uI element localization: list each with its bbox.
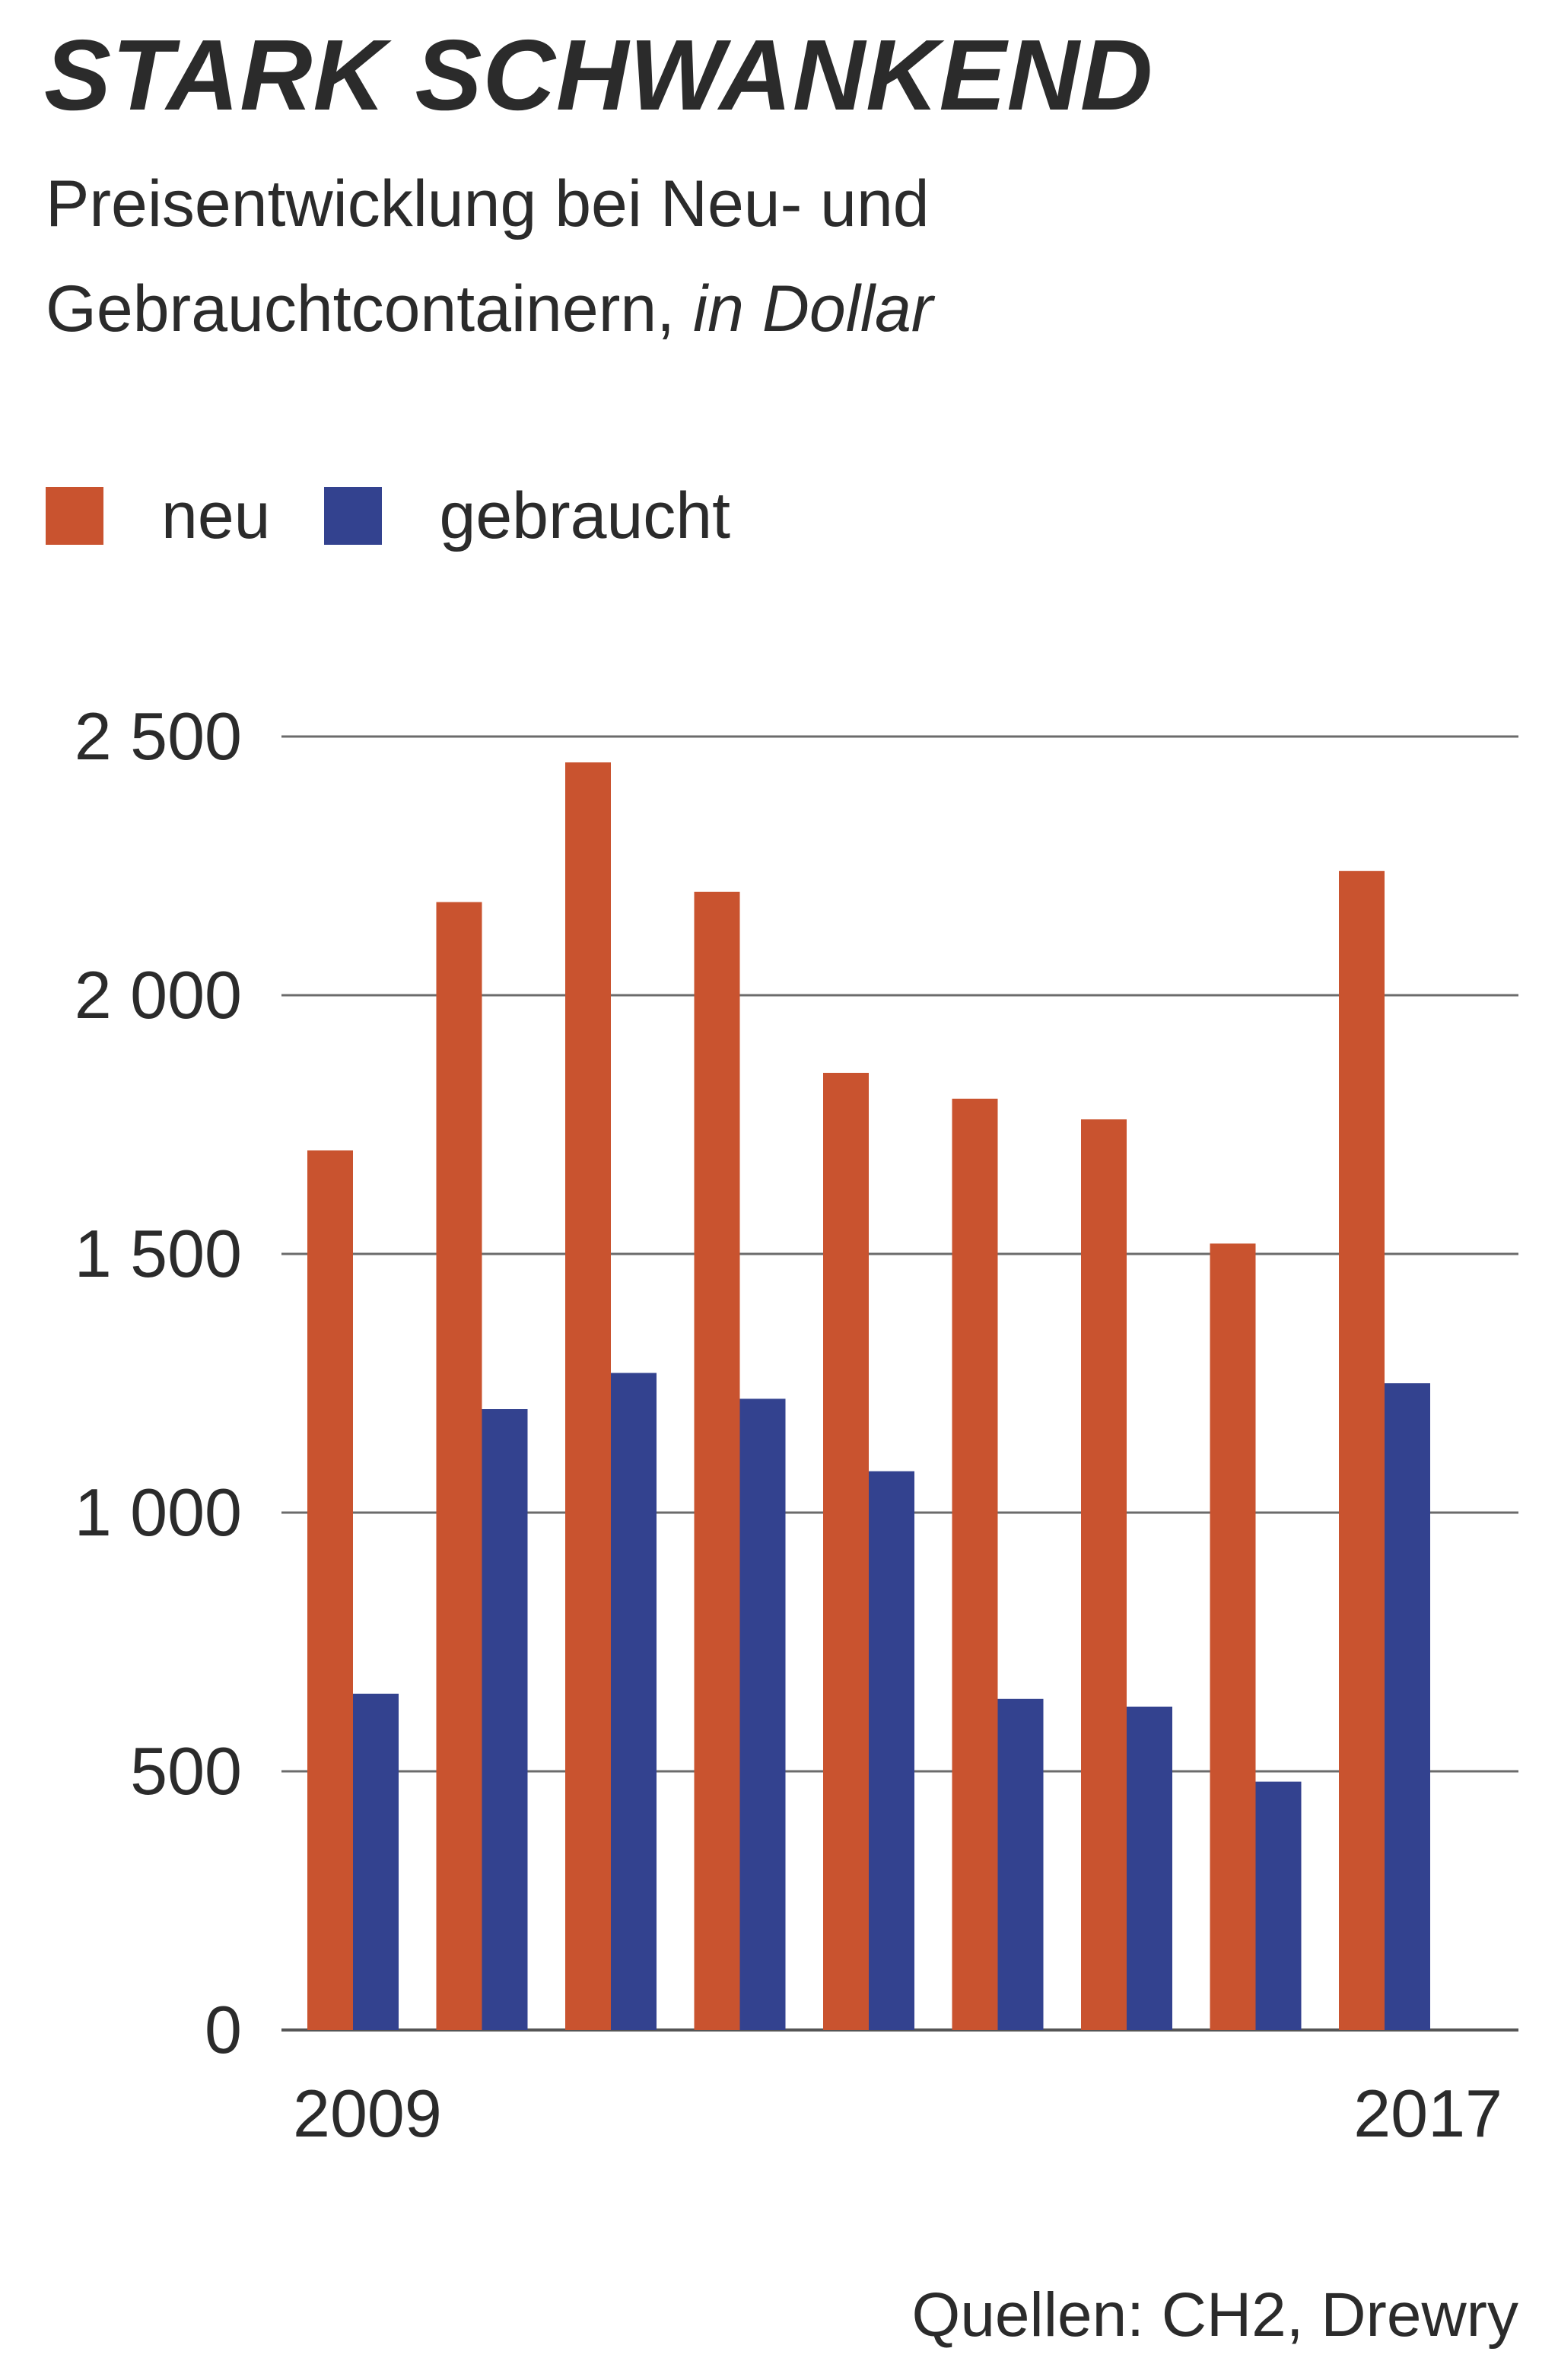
legend-item-neu: neu bbox=[46, 479, 271, 554]
subtitle-text: Gebrauchtcontainern, bbox=[46, 272, 676, 345]
bar-neu-2 bbox=[565, 762, 611, 2030]
bar-neu-7 bbox=[1210, 1243, 1256, 2030]
y-tick-label: 1 500 bbox=[75, 1216, 242, 1291]
bar-gebraucht-6 bbox=[1127, 1707, 1172, 2030]
bar-gebraucht-4 bbox=[869, 1471, 914, 2030]
y-tick-label: 2 500 bbox=[75, 698, 242, 774]
bar-gebraucht-7 bbox=[1255, 1781, 1302, 2030]
bar-gebraucht-2 bbox=[611, 1373, 657, 2030]
bar-neu-0 bbox=[307, 1150, 353, 2030]
y-tick-label: 500 bbox=[130, 1733, 242, 1809]
source-note: Quellen: CH2, Drewry bbox=[911, 2280, 1518, 2350]
chart-title: STARK SCHWANKEND bbox=[44, 19, 1154, 131]
bar-neu-3 bbox=[694, 892, 740, 2030]
x-axis-tick-labels: 2009 2017 bbox=[293, 2076, 1502, 2151]
bar-gebraucht-5 bbox=[997, 1698, 1044, 2030]
chart-legend: neu gebraucht bbox=[46, 478, 784, 554]
bar-gebraucht-8 bbox=[1385, 1383, 1430, 2030]
legend-item-gebraucht: gebraucht bbox=[323, 479, 731, 554]
legend-swatch-neu bbox=[46, 487, 103, 545]
y-tick-label: 2 000 bbox=[75, 957, 242, 1032]
bar-neu-1 bbox=[436, 902, 482, 2030]
y-axis-tick-labels: 0 500 1 000 1 500 2 000 2 500 bbox=[75, 698, 242, 2067]
chart-subtitle: Preisentwicklung bei Neu- und Gebrauchtc… bbox=[46, 152, 933, 361]
subtitle-line-2: Gebrauchtcontainern, in Dollar bbox=[46, 257, 933, 362]
bar-neu-5 bbox=[952, 1099, 998, 2030]
bar-gebraucht-1 bbox=[482, 1409, 528, 2030]
legend-label-gebraucht: gebraucht bbox=[439, 479, 731, 552]
y-tick-label: 0 bbox=[205, 1992, 242, 2067]
bars bbox=[307, 762, 1430, 2030]
bar-neu-4 bbox=[823, 1073, 869, 2030]
legend-label-neu: neu bbox=[161, 479, 271, 552]
subtitle-line-1: Preisentwicklung bei Neu- und bbox=[46, 167, 930, 240]
bar-gebraucht-3 bbox=[739, 1398, 786, 2030]
y-tick-label: 1 000 bbox=[75, 1475, 242, 1550]
subtitle-unit: in Dollar bbox=[692, 272, 933, 345]
bar-neu-6 bbox=[1081, 1119, 1127, 2030]
legend-swatch-gebraucht bbox=[323, 487, 382, 545]
bar-gebraucht-0 bbox=[353, 1694, 399, 2030]
bar-neu-8 bbox=[1339, 870, 1385, 2030]
bar-chart: 0 500 1 000 1 500 2 000 2 500 2009 2017 bbox=[75, 698, 1518, 2151]
x-tick-label: 2009 bbox=[293, 2076, 442, 2151]
x-tick-label: 2017 bbox=[1353, 2076, 1502, 2151]
